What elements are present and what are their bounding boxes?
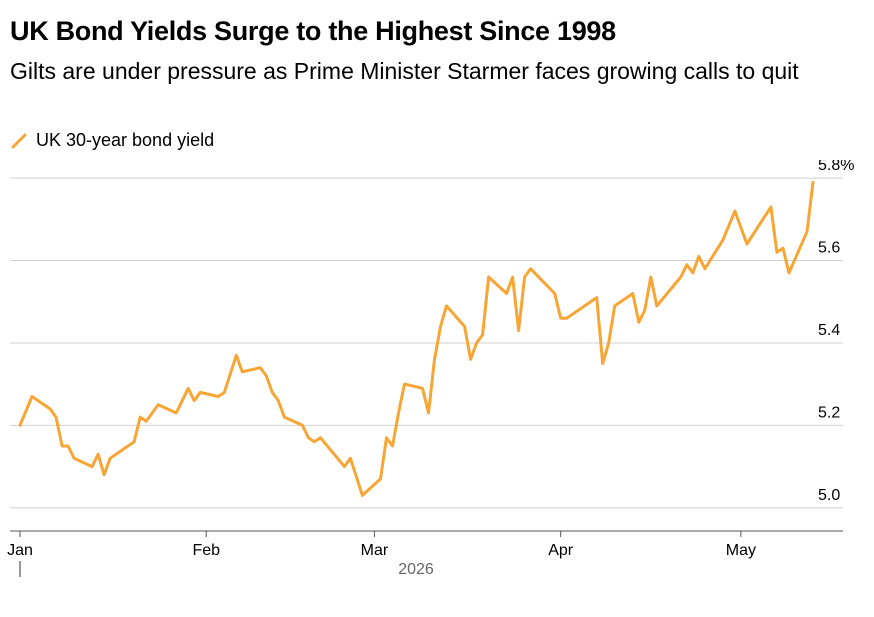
chart-subtitle: Gilts are under pressure as Prime Minist…: [10, 58, 799, 84]
x-tick-label: Jan: [7, 542, 33, 559]
x-tick-label: Apr: [548, 542, 574, 559]
x-tick-label: Mar: [361, 542, 389, 559]
line-chart: 5.0 5.2 5.4 5.6 5.8% Jan Feb Mar Apr May 2026: [7, 160, 854, 578]
y-tick-label: 5.4: [818, 322, 840, 339]
legend-label: UK 30-year bond yield: [36, 129, 215, 150]
y-tick-label: 5.2: [818, 404, 840, 421]
year-label: 2026: [398, 561, 434, 578]
y-tick-label: 5.8%: [818, 160, 854, 174]
y-tick-label: 5.6: [818, 240, 840, 257]
x-tick-label: Feb: [192, 542, 220, 559]
x-tick-label: May: [726, 542, 756, 559]
legend: UK 30-year bond yield: [10, 129, 214, 151]
y-tick-label: 5.0: [818, 487, 840, 504]
series-line: [18, 180, 815, 497]
diagonal-line-icon: [11, 133, 27, 149]
chart-title: UK Bond Yields Surge to the Highest Sinc…: [10, 16, 616, 46]
